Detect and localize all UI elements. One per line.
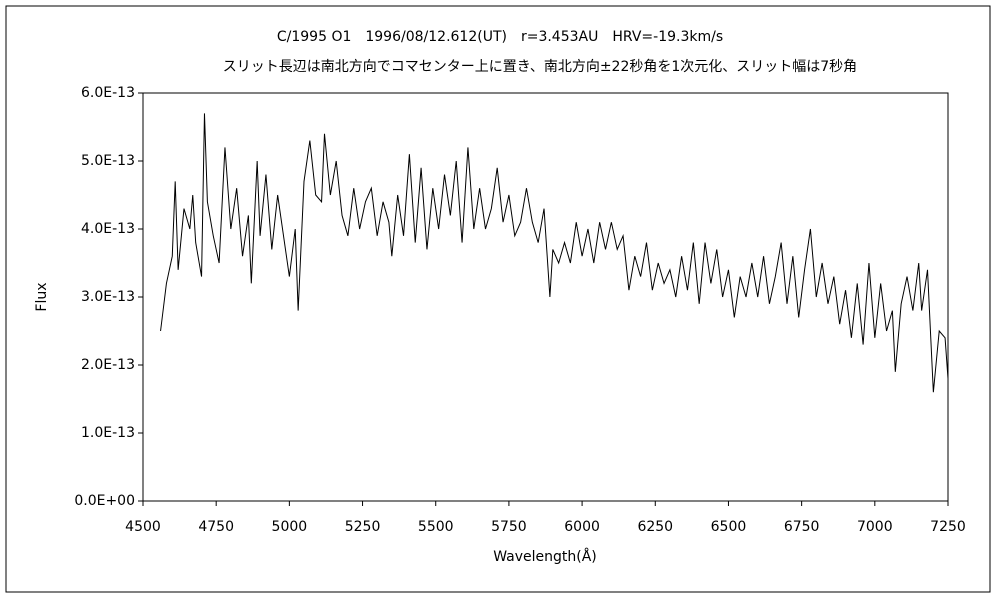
y-tick-label: 5.0E-13 <box>81 153 135 169</box>
chart-frame <box>5 5 991 593</box>
x-tick-label: 7250 <box>930 519 966 535</box>
x-tick-label: 6750 <box>784 519 820 535</box>
x-tick-label: 6500 <box>711 519 747 535</box>
x-tick-label: 5250 <box>345 519 381 535</box>
x-tick-label: 4500 <box>125 519 161 535</box>
y-tick-label: 0.0E+00 <box>74 493 135 509</box>
spectrum-line <box>160 113 949 393</box>
chart-title: C/1995 O1 1996/08/12.612(UT) r=3.453AU H… <box>277 29 723 45</box>
x-tick-label: 5750 <box>491 519 527 535</box>
x-axis-label: Wavelength(Å) <box>493 548 597 565</box>
x-tick-label: 5000 <box>272 519 308 535</box>
y-tick-label: 3.0E-13 <box>81 289 135 305</box>
y-tick-label: 6.0E-13 <box>81 85 135 101</box>
x-tick-label: 6000 <box>564 519 600 535</box>
x-tick-label: 5500 <box>418 519 454 535</box>
y-axis-label: Flux <box>34 282 50 311</box>
y-tick-label: 2.0E-13 <box>81 357 135 373</box>
y-tick-label: 4.0E-13 <box>81 221 135 237</box>
x-tick-label: 6250 <box>637 519 673 535</box>
x-tick-label: 4750 <box>198 519 234 535</box>
chart-subtitle: スリット長辺は南北方向でコマセンター上に置き、南北方向±22秒角を1次元化、スリ… <box>223 59 857 75</box>
y-tick-label: 1.0E-13 <box>81 425 135 441</box>
x-tick-label: 7000 <box>857 519 893 535</box>
